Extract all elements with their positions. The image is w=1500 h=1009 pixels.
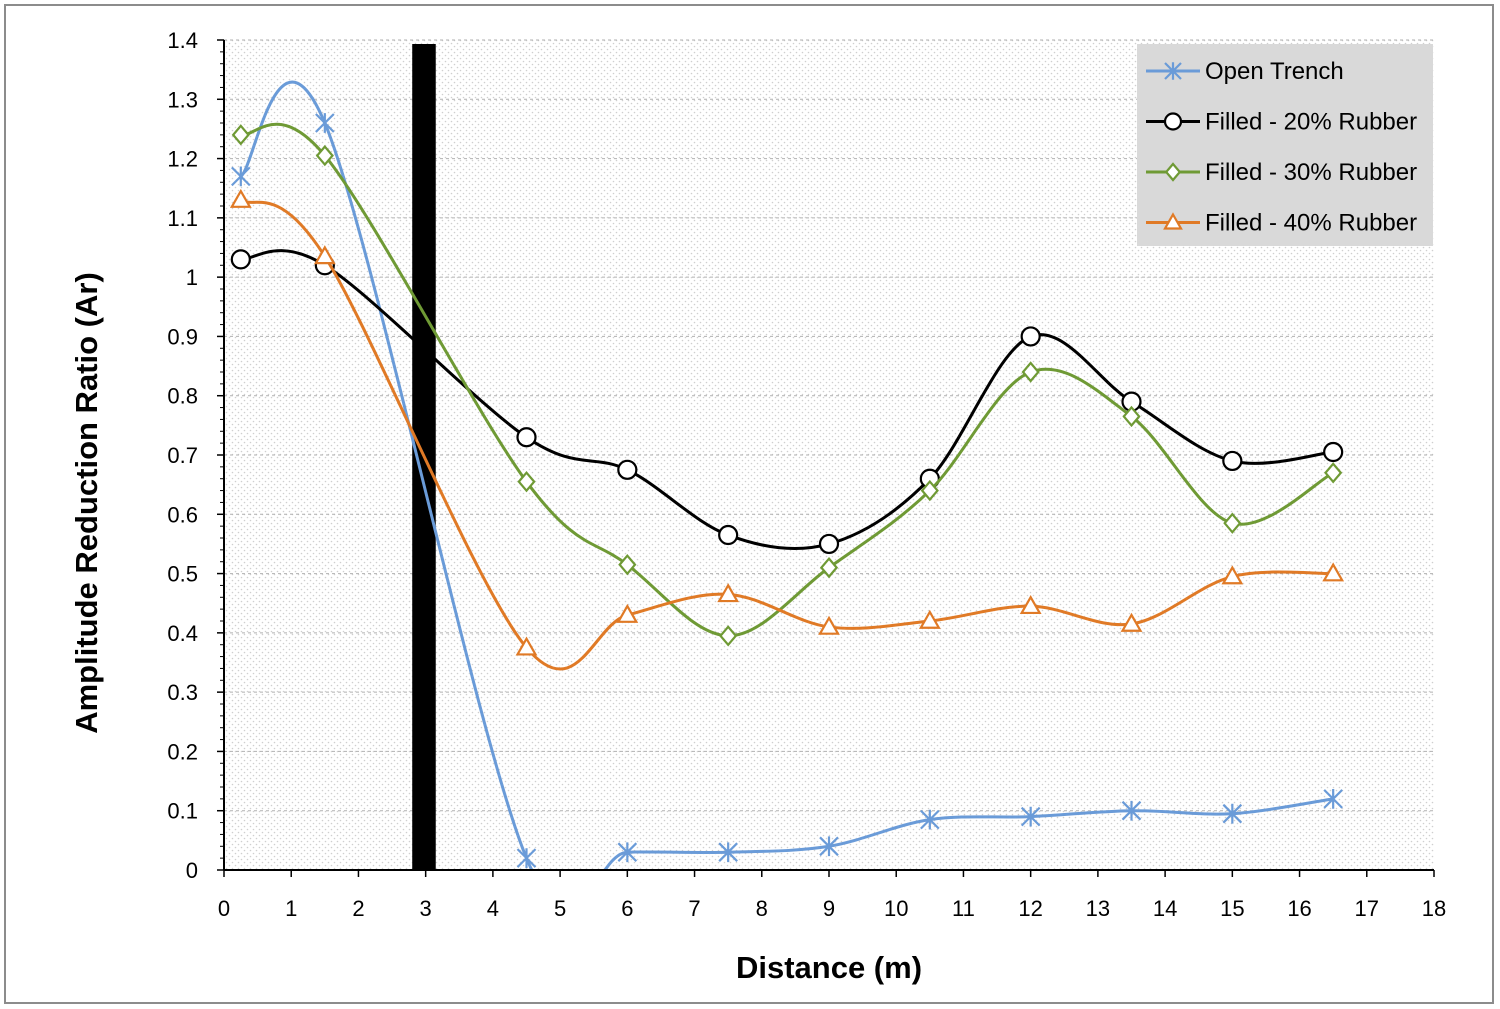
data-point-diamond	[517, 470, 536, 493]
y-tick-label: 0.9	[167, 324, 198, 349]
y-tick-label: 1.1	[167, 206, 198, 231]
data-point-star	[1164, 62, 1182, 80]
series-diamond	[231, 122, 1343, 647]
data-point-circle	[1222, 450, 1243, 472]
y-tick-label: 0.4	[167, 621, 198, 646]
x-tick-label: 2	[352, 896, 364, 921]
legend-label: Filled - 40% Rubber	[1205, 210, 1417, 237]
data-point-circle	[818, 533, 840, 555]
data-point-triangle	[515, 636, 538, 656]
legend-box	[1137, 44, 1433, 246]
x-tick-label: 13	[1086, 896, 1110, 921]
data-point-diamond	[618, 553, 637, 576]
data-point-star	[516, 848, 537, 869]
y-tick-label: 0.1	[167, 799, 198, 824]
data-point-triangle	[1019, 594, 1042, 615]
x-tick-label: 8	[756, 896, 768, 921]
y-tick-label: 0.2	[167, 739, 198, 764]
x-tick-label: 18	[1422, 896, 1446, 921]
data-point-star	[231, 166, 251, 187]
legend-label: Filled - 20% Rubber	[1205, 109, 1417, 136]
x-tick-label: 17	[1355, 896, 1379, 921]
y-tick-label: 0.6	[167, 502, 198, 527]
y-axis-title: Amplitude Reduction Ratio (Ar)	[69, 272, 104, 734]
x-tick-label: 0	[218, 896, 230, 921]
y-tick-label: 0.5	[167, 562, 198, 587]
x-tick-label: 14	[1153, 896, 1177, 921]
data-point-triangle	[1120, 612, 1143, 632]
data-point-diamond	[819, 556, 839, 579]
data-point-circle	[230, 249, 251, 270]
x-tick-label: 7	[688, 896, 700, 921]
data-point-star	[819, 836, 839, 857]
x-tick-label: 4	[487, 896, 499, 921]
y-tick-label: 1.3	[167, 87, 198, 112]
y-tick-label: 1	[186, 265, 198, 290]
x-tick-label: 1	[285, 896, 297, 921]
data-point-circle	[1163, 112, 1183, 131]
data-point-star	[1121, 800, 1142, 821]
data-point-diamond	[1223, 512, 1242, 534]
y-tick-label: 0.7	[167, 443, 198, 468]
x-axis-title: Distance (m)	[736, 950, 922, 985]
legend-label: Filled - 30% Rubber	[1205, 159, 1417, 186]
x-tick-label: 6	[621, 896, 633, 921]
data-point-star	[1323, 788, 1343, 809]
data-point-diamond	[920, 479, 939, 502]
y-tick-label: 0.3	[167, 680, 198, 705]
data-point-triangle	[918, 609, 941, 629]
series-circle	[230, 249, 1344, 555]
data-point-diamond	[1164, 162, 1182, 182]
legend: Open Trench Filled - 20% Rubber Filled - 3…	[1137, 44, 1433, 246]
data-point-triangle	[229, 188, 252, 208]
data-point-circle	[617, 459, 638, 480]
data-point-circle	[1020, 326, 1041, 347]
data-point-diamond	[1122, 405, 1141, 428]
series-star	[231, 80, 1343, 870]
axes: 0 0.1 0.2 0.3 0.4 0.5 0.6 0.7 0.8 0.9 1 1.1 1.2 1.3 1.…	[167, 28, 1446, 921]
x-tick-label: 16	[1287, 896, 1311, 921]
data-point-star	[718, 842, 738, 863]
legend-label: Open Trench	[1205, 58, 1344, 85]
data-point-triangle	[818, 615, 840, 635]
data-point-triangle	[1221, 565, 1244, 585]
x-tick-label: 15	[1220, 896, 1244, 921]
data-point-circle	[1323, 441, 1344, 463]
series-layer	[229, 80, 1345, 870]
y-tick-label: 1.2	[167, 147, 198, 172]
x-tick-label: 3	[420, 896, 432, 921]
data-point-diamond	[1021, 361, 1040, 383]
series-line	[239, 198, 1334, 671]
data-point-diamond	[231, 124, 250, 146]
data-point-star	[1020, 806, 1041, 827]
y-tick-label: 1.4	[167, 28, 198, 53]
data-point-diamond	[1324, 462, 1343, 484]
x-tick-label: 12	[1018, 896, 1042, 921]
data-point-triangle	[1163, 212, 1183, 230]
series-line	[240, 122, 1334, 638]
data-point-triangle	[313, 245, 336, 265]
data-point-diamond	[315, 144, 334, 167]
data-point-diamond	[719, 625, 738, 647]
y-tick-label: 0.8	[167, 384, 198, 409]
data-point-star	[617, 842, 638, 863]
data-point-triangle	[1322, 562, 1345, 582]
x-tick-label: 10	[884, 896, 908, 921]
x-tick-label: 5	[554, 896, 566, 921]
x-tick-label: 9	[823, 896, 835, 921]
x-tick-label: 11	[952, 896, 975, 921]
series-triangle	[229, 188, 1345, 671]
data-point-circle	[718, 524, 739, 546]
data-point-triangle	[616, 603, 639, 623]
data-point-triangle	[717, 583, 740, 603]
data-point-star	[315, 113, 335, 133]
data-point-star	[1222, 803, 1243, 824]
data-point-star	[920, 809, 940, 830]
data-point-circle	[516, 427, 537, 448]
y-tick-label: 0	[186, 858, 198, 883]
